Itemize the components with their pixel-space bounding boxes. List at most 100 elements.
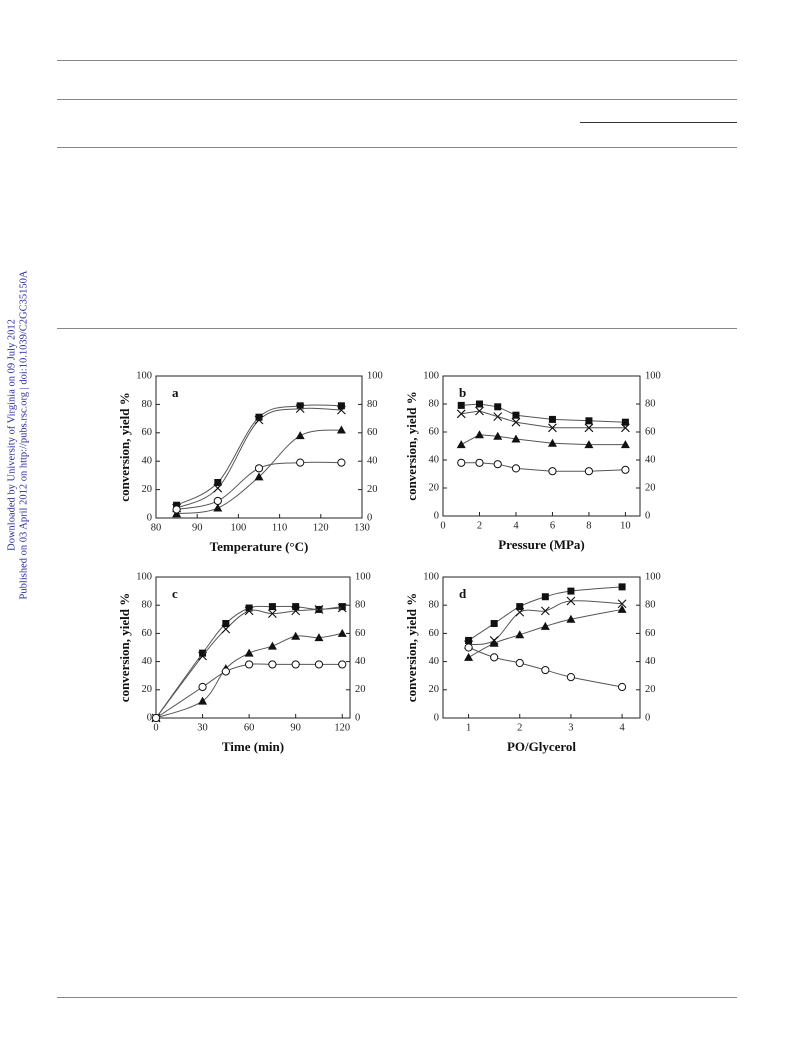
- y2-tick-label: 40: [355, 656, 366, 667]
- series-line: [176, 407, 342, 509]
- y2-tick-label: 0: [355, 712, 360, 723]
- marker-x: [314, 605, 324, 614]
- y-axis-label: conversion, yield %: [404, 391, 419, 500]
- y-tick-label: 100: [423, 571, 439, 582]
- y2-tick-label: 20: [645, 482, 656, 493]
- y-tick-label: 100: [136, 370, 152, 381]
- x-tick-label: 100: [231, 522, 247, 533]
- marker-square: [516, 603, 524, 611]
- marker-square: [337, 402, 345, 410]
- y-tick-label: 100: [423, 370, 439, 381]
- x-tick-label: 0: [153, 722, 158, 733]
- marker-x: [198, 651, 207, 661]
- y-tick-label: 80: [429, 398, 440, 409]
- marker-square: [541, 593, 549, 601]
- marker-circle: [338, 660, 347, 669]
- y-tick-label: 80: [429, 600, 440, 611]
- marker-triangle: [244, 648, 254, 657]
- series-line: [468, 608, 623, 658]
- marker-x: [337, 405, 346, 415]
- marker-circle: [245, 660, 254, 669]
- x-tick-label: 10: [620, 520, 631, 531]
- marker-square: [222, 620, 230, 628]
- series-line: [155, 632, 343, 719]
- marker-triangle: [566, 614, 576, 623]
- marker-circle: [493, 460, 502, 469]
- marker-square: [585, 417, 593, 425]
- y2-tick-label: 40: [645, 656, 656, 667]
- marker-circle: [566, 673, 576, 682]
- marker-square: [567, 587, 575, 595]
- series-line: [468, 600, 623, 646]
- y-tick-label: 40: [429, 454, 440, 465]
- y2-tick-label: 60: [355, 628, 366, 639]
- y-tick-label: 40: [142, 656, 153, 667]
- marker-triangle: [511, 434, 521, 443]
- marker-triangle: [213, 503, 223, 512]
- marker-triangle: [198, 696, 208, 705]
- x-tick-label: 4: [619, 722, 625, 733]
- marker-circle: [617, 682, 627, 692]
- marker-circle: [584, 467, 594, 476]
- marker-x: [540, 606, 550, 616]
- chart: c conversion, yield % Time (min) 0 20 40 60 80 1…: [117, 571, 371, 754]
- marker-triangle: [515, 630, 525, 639]
- panel-letter: d: [459, 586, 467, 601]
- x-tick-label: 30: [197, 722, 208, 733]
- marker-circle: [291, 660, 300, 669]
- marker-circle: [541, 665, 550, 675]
- marker-circle: [511, 464, 521, 473]
- x-tick-label: 60: [244, 722, 255, 733]
- marker-triangle: [540, 621, 550, 630]
- y2-tick-label: 80: [367, 399, 378, 410]
- y-tick-label: 80: [142, 600, 153, 611]
- marker-square: [475, 400, 483, 408]
- y2-tick-label: 100: [645, 370, 661, 381]
- marker-x: [213, 483, 223, 493]
- x-tick-label: 120: [334, 722, 350, 733]
- plot-frame: [442, 576, 641, 719]
- marker-square: [338, 603, 346, 611]
- panel-letter: c: [172, 586, 178, 601]
- x-axis-label: Temperature (°C): [210, 539, 309, 554]
- y2-tick-label: 0: [645, 712, 650, 723]
- marker-triangle: [336, 425, 346, 434]
- marker-square: [512, 411, 520, 419]
- panel-letter: b: [459, 385, 466, 400]
- y-axis-label: conversion, yield %: [404, 593, 419, 702]
- marker-circle: [515, 658, 524, 668]
- panel-letter: a: [172, 385, 179, 400]
- marker-square: [621, 418, 629, 426]
- y-tick-label: 0: [147, 512, 152, 523]
- x-axis-label: Time (min): [222, 739, 284, 754]
- marker-square: [618, 583, 626, 591]
- marker-triangle: [474, 430, 484, 439]
- marker-circle: [490, 653, 499, 662]
- marker-triangle: [617, 604, 627, 613]
- marker-triangle: [620, 440, 630, 449]
- marker-circle: [151, 713, 161, 723]
- y-tick-label: 0: [434, 712, 439, 723]
- y2-tick-label: 20: [367, 484, 378, 495]
- y2-tick-label: 60: [645, 628, 656, 639]
- marker-circle: [464, 643, 473, 652]
- marker-square: [255, 413, 263, 421]
- y2-tick-label: 100: [367, 370, 383, 381]
- marker-circle: [172, 505, 181, 514]
- marker-triangle: [295, 431, 305, 440]
- marker-x: [456, 409, 466, 419]
- marker-triangle: [493, 431, 503, 440]
- series-line: [461, 410, 626, 429]
- y-tick-label: 40: [142, 456, 153, 467]
- marker-square: [494, 403, 502, 411]
- marker-triangle: [314, 633, 324, 642]
- marker-circle: [296, 458, 305, 467]
- plot-frame: [155, 375, 363, 519]
- y-tick-label: 20: [429, 684, 440, 695]
- marker-square: [292, 603, 300, 611]
- x-tick-label: 120: [313, 522, 329, 533]
- marker-x: [221, 624, 231, 634]
- marker-square: [457, 401, 465, 409]
- marker-x: [268, 609, 277, 619]
